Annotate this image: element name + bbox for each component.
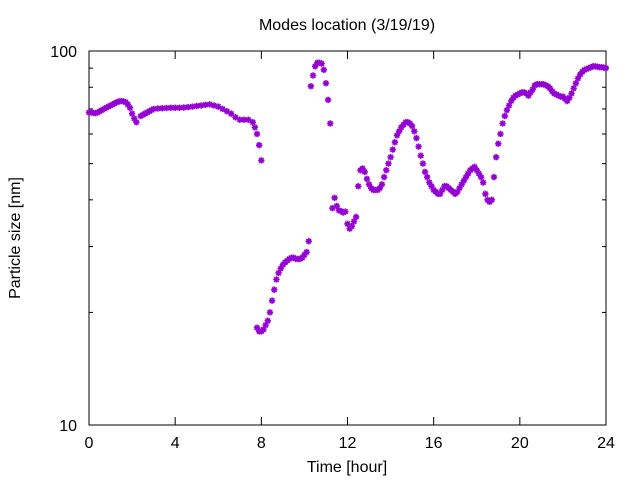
data-point: [602, 64, 610, 72]
data-point: [327, 120, 334, 127]
data-point: [331, 194, 338, 202]
data-point: [268, 297, 276, 304]
data-point: [245, 116, 252, 123]
data-point: [251, 124, 259, 131]
x-tick-label: 24: [597, 435, 615, 452]
data-point: [477, 173, 485, 181]
data-point: [303, 248, 310, 256]
data-point: [219, 105, 226, 113]
data-point: [408, 122, 416, 130]
data-point: [389, 146, 396, 153]
data-point: [253, 130, 261, 138]
data-point: [488, 196, 496, 204]
data-point: [305, 238, 312, 245]
data-point: [128, 110, 136, 117]
data-point: [568, 90, 575, 97]
data-point: [255, 141, 263, 149]
data-point: [492, 154, 500, 161]
data-point: [385, 160, 392, 167]
data-point: [572, 80, 580, 87]
x-tick-label: 0: [85, 435, 94, 452]
y-axis-title: Particle size [nm]: [7, 177, 24, 299]
x-tick-label: 8: [257, 435, 266, 452]
data-point: [383, 167, 390, 174]
y-tick-label: 10: [59, 418, 77, 435]
data-point: [126, 104, 134, 111]
data-point: [480, 179, 487, 186]
data-point: [273, 276, 280, 283]
data-point: [570, 85, 577, 92]
data-point: [497, 130, 504, 138]
data-point: [271, 286, 278, 293]
data-point: [266, 309, 274, 316]
data-point: [363, 175, 371, 183]
data-point: [320, 66, 328, 74]
data-point: [380, 173, 388, 181]
data-point: [378, 181, 386, 188]
data-point: [352, 213, 360, 221]
data-point: [227, 110, 235, 117]
data-point: [490, 173, 498, 181]
data-point: [415, 143, 422, 150]
data-point: [322, 80, 330, 87]
data-point: [258, 157, 265, 164]
x-tick-label: 20: [511, 435, 529, 452]
data-point: [167, 104, 175, 111]
data-point: [413, 134, 420, 142]
data-point: [309, 72, 317, 79]
data-point: [387, 154, 394, 161]
data-point: [163, 104, 170, 112]
data-point: [264, 317, 271, 324]
x-tick-label: 16: [425, 435, 443, 452]
data-point: [324, 96, 332, 104]
data-point: [411, 128, 418, 135]
x-axis: 0 4 8 12 16 20 24: [85, 51, 615, 452]
data-markers: [85, 59, 610, 335]
data-point: [424, 173, 431, 181]
data-point: [318, 60, 325, 67]
data-point: [417, 152, 424, 159]
data-point: [150, 105, 157, 113]
data-point: [355, 183, 362, 190]
data-point: [361, 168, 368, 176]
x-tick-label: 4: [171, 435, 180, 452]
data-point: [249, 119, 256, 126]
chart-title: Modes location (3/19/19): [259, 17, 435, 34]
data-point: [482, 190, 489, 198]
data-point: [501, 112, 508, 120]
data-point: [391, 139, 399, 146]
data-point: [421, 168, 429, 176]
data-point: [133, 119, 140, 126]
data-point: [342, 208, 349, 215]
data-point: [232, 114, 239, 121]
data-point: [307, 83, 315, 90]
y-tick-label: 100: [50, 44, 77, 61]
y-axis: 10 100: [50, 44, 606, 435]
data-point: [499, 120, 506, 127]
x-tick-label: 12: [339, 435, 357, 452]
x-axis-title: Time [hour]: [307, 459, 387, 476]
data-point: [419, 160, 427, 167]
data-point: [495, 140, 502, 147]
